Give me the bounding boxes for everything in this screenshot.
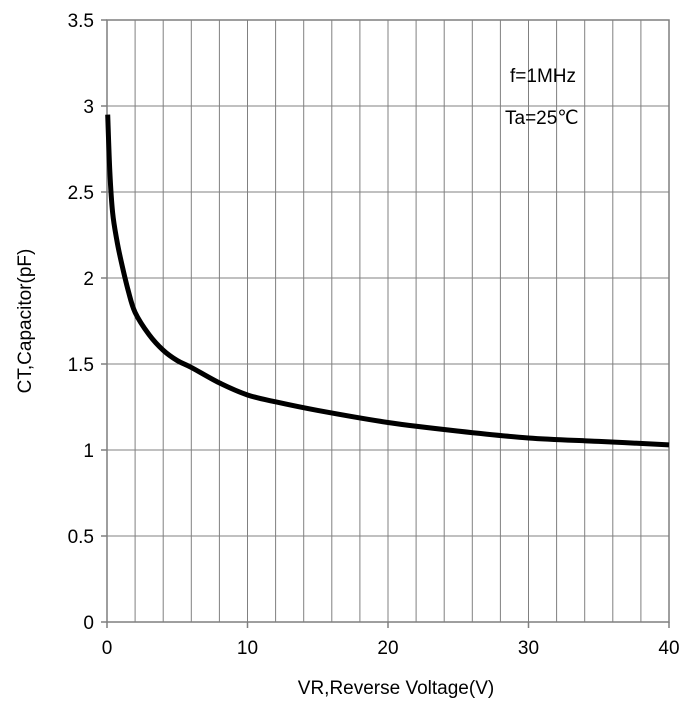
y-tick-label: 3.5 [68,11,94,32]
y-tick-label: 2 [83,269,94,290]
x-tick-label: 0 [102,638,113,659]
capacitance-curve [105,114,670,448]
y-tick-label: 0 [83,613,94,634]
y-tick-label: 1 [83,441,94,462]
y-tick-label: 0.5 [68,527,94,548]
x-tick-label: 20 [377,638,398,659]
series-layer [105,114,670,448]
x-axis-title: VR,Reverse Voltage(V) [298,678,494,699]
x-tick-label: 30 [518,638,539,659]
x-tick-label: 10 [237,638,258,659]
y-tick-label: 1.5 [68,355,94,376]
annotation-temperature: Ta=25℃ [505,108,579,129]
grid [101,19,670,628]
tick-labels: 0 0.5 1 1.5 2 2.5 3 3.5 0 10 20 30 40 [68,11,680,659]
annotation-frequency: f=1MHz [510,66,576,87]
y-tick-label: 2.5 [68,183,94,204]
y-axis-title: CT,Capacitor(pF) [15,249,36,394]
x-tick-label: 40 [658,638,679,659]
y-tick-label: 3 [83,97,94,118]
plot-area-frame [106,19,670,623]
